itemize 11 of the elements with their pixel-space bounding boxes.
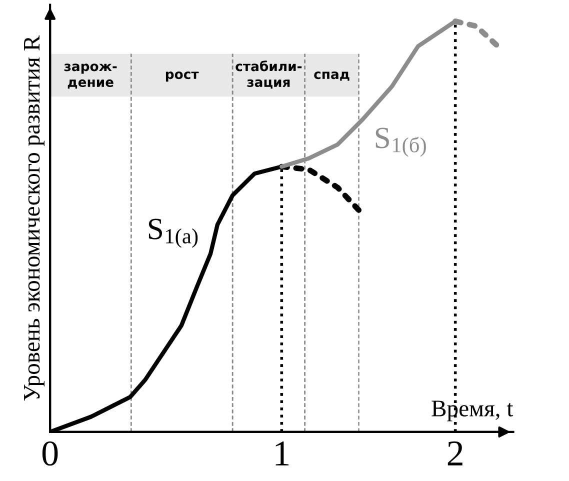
x-tick-label: 0 bbox=[42, 441, 58, 466]
x-axis-title: Время, t bbox=[432, 400, 514, 422]
band-label: спад bbox=[314, 72, 350, 81]
band-label: стабили- зация bbox=[236, 60, 302, 89]
series-label: S$_{1(а)}$ bbox=[148, 218, 198, 248]
band-label: рост bbox=[166, 72, 199, 82]
series-label: S$_{1(б)}$ bbox=[376, 128, 426, 157]
band-label: зарож- дение bbox=[64, 64, 117, 89]
x-tick-label: 2 bbox=[448, 441, 462, 466]
y-axis-title: Уровень экономического развития R bbox=[24, 35, 45, 401]
x-tick-label: 1 bbox=[276, 441, 289, 466]
